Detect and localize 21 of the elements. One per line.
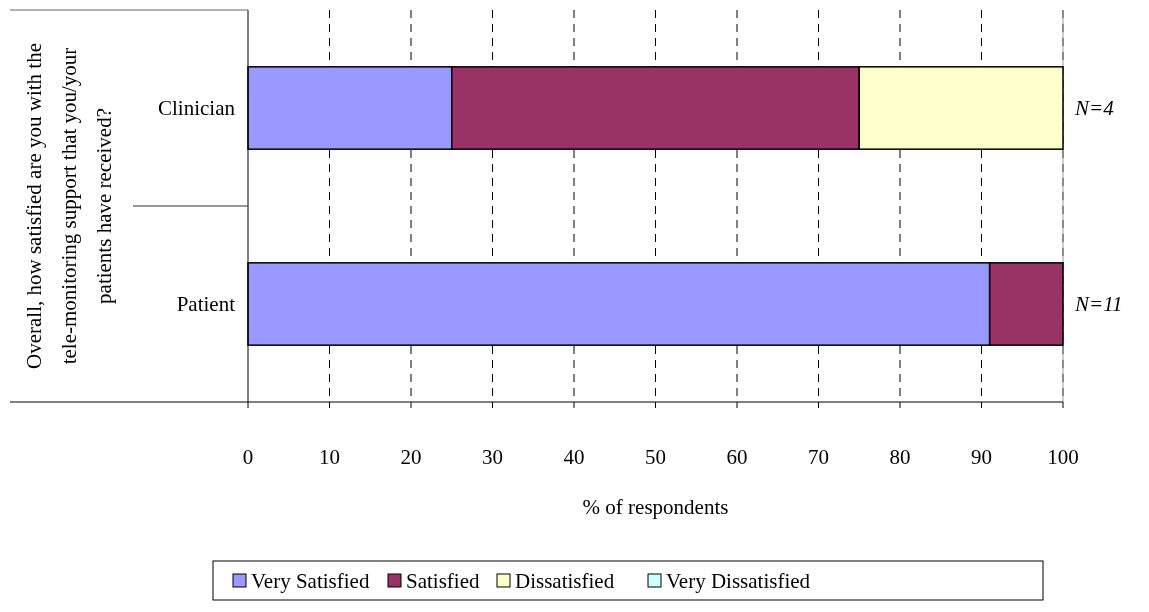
x-tick-label: 20: [400, 445, 422, 469]
x-tick-label: 100: [1047, 445, 1079, 469]
legend-label: Dissatisfied: [515, 569, 615, 593]
legend-label: Very Satisfied: [251, 569, 370, 593]
legend-label: Very Dissatisfied: [666, 569, 811, 593]
x-tick-label: 30: [482, 445, 503, 469]
x-tick-label: 10: [319, 445, 340, 469]
y-tick-label: Clinician: [158, 96, 236, 120]
x-tick-label: 80: [889, 445, 911, 469]
x-axis-title: % of respondents: [582, 495, 729, 519]
x-tick-label: 70: [808, 445, 829, 469]
y-axis-title: Overall, how satisfied are you with the tele-monitoring support that you/your patients have received?: [22, 43, 116, 369]
x-tick-label: 40: [563, 445, 585, 469]
annotation: N=4: [1074, 96, 1115, 120]
legend-label: Satisfied: [406, 569, 480, 593]
x-tick-label: 50: [645, 445, 666, 469]
x-tick-label: 90: [971, 445, 992, 469]
y-tick-label: Patient: [176, 292, 236, 316]
x-tick-label: 0: [242, 445, 254, 469]
x-tick-label: 60: [726, 445, 748, 469]
annotation: N=11: [1074, 292, 1123, 316]
